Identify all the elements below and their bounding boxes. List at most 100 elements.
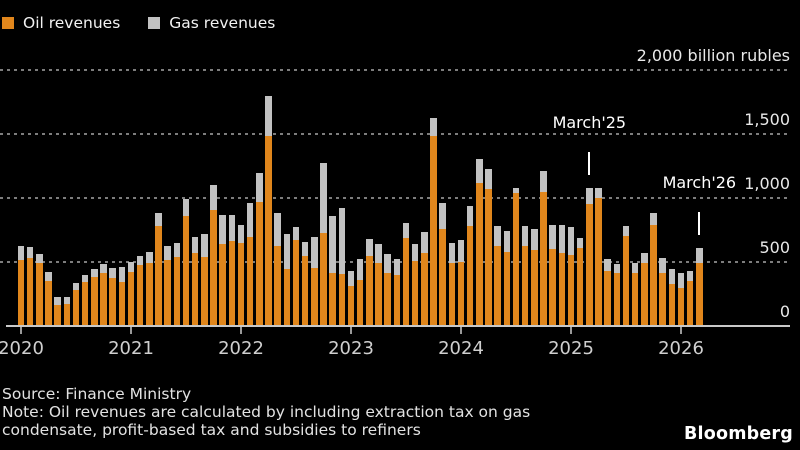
bar-gas-segment [567,226,575,255]
x-axis-label-2024: 2024 [438,338,484,359]
annotation-line-march26 [698,212,701,236]
bar-oil-segment [641,263,648,326]
bar-gas-segment [246,202,254,238]
bar-oil-segment [265,136,272,326]
x-axis-tick-2026 [680,327,682,334]
bar-oil-segment [45,280,52,326]
bar-oil-segment [494,246,501,326]
bar-gas-segment [512,187,520,193]
bar-oil-segment [567,254,575,326]
bar-oil-segment [36,263,43,326]
annotation-line-march25 [588,152,591,176]
bar-gas-segment [63,296,71,304]
bar-gas-segment [292,226,300,240]
bar-gas-segment [393,259,401,276]
bar-gas-segment [201,233,208,257]
bar-oil-segment [91,276,98,326]
bar-gas-segment [100,264,107,273]
bar-oil-segment [604,270,611,326]
bar-oil-segment [650,225,657,326]
legend-label-oil: Oil revenues [23,14,121,32]
bar-oil-segment [448,263,456,326]
bar-oil-segment [81,281,89,326]
y-axis-label-1500: 1,500 [744,110,790,129]
bar-gas-segment [485,169,492,190]
bar-gas-segment [457,239,465,262]
bar-gas-segment [521,226,529,246]
bar-gas-segment [384,254,391,273]
bar-gas-segment [256,172,263,202]
bar-gas-segment [595,188,602,198]
bar-oil-segment [485,189,492,326]
bar-oil-segment [210,210,217,326]
bar-oil-segment [201,257,208,326]
bar-gas-segment [696,248,703,264]
bar-gas-segment [182,199,190,217]
legend: Oil revenues Gas revenues [2,12,275,34]
bar-oil-segment [531,249,538,326]
bar-gas-segment [430,118,437,137]
bar-gas-segment [320,162,327,233]
bar-oil-segment [622,236,630,326]
bar-oil-segment [164,259,171,326]
bar-oil-segment [356,280,364,326]
bar-gas-segment [36,254,43,263]
bar-oil-segment [631,273,639,326]
bar-gas-segment [155,212,162,227]
bar-oil-segment [173,257,181,326]
bar-gas-segment [81,274,89,282]
bar-gas-segment [421,232,428,254]
note-line-1: Note: Oil revenues are calculated by inc… [2,403,531,421]
bar-oil-segment [109,278,116,326]
bar-gas-segment [439,202,446,229]
bloomberg-logo: Bloomberg [684,424,793,444]
bar-gas-segment [283,233,291,270]
bar-oil-segment [677,287,685,326]
bar-oil-segment [393,275,401,326]
bar-oil-segment [301,255,309,326]
x-axis-tick-2024 [460,327,462,334]
x-axis-line [6,324,790,327]
bar-gas-segment [466,206,474,227]
bar-gas-segment [26,247,34,259]
bar-oil-segment [155,226,162,326]
bar-oil-segment [292,239,300,326]
gridline-1500 [0,133,790,135]
bar-gas-segment [173,243,181,257]
bar-oil-segment [72,290,80,326]
bar-oil-segment [466,226,474,326]
bar-gas-segment [109,268,116,278]
bar-oil-segment [421,253,428,326]
bar-gas-segment [356,259,364,281]
bar-gas-segment [476,158,483,183]
bar-oil-segment [54,305,61,326]
bar-oil-segment [228,241,236,326]
bar-oil-segment [118,281,126,326]
bar-oil-segment [311,268,318,326]
legend-item-gas: Gas revenues [148,12,275,34]
bar-gas-segment [677,273,685,288]
bar-oil-segment [503,252,511,326]
note-line-2: condensate, profit-based tax and subsidi… [2,421,421,439]
bar-oil-segment [613,273,621,326]
bar-gas-segment [118,266,126,282]
bar-gas-segment [210,185,217,211]
x-axis-label-2025: 2025 [548,338,594,359]
bar-oil-segment [127,271,135,326]
bar-gas-segment [604,258,611,271]
legend-item-oil: Oil revenues [2,12,120,34]
bar-gas-segment [45,271,52,281]
bar-oil-segment [384,273,391,326]
bar-gas-segment [237,225,245,244]
bar-gas-segment [576,238,584,249]
gas-swatch-icon [148,17,161,29]
bar-oil-segment [100,273,107,326]
bar-oil-segment [375,263,382,326]
bar-oil-segment [659,273,666,326]
bar-oil-segment [338,274,346,326]
bar-oil-segment [366,255,373,326]
bar-oil-segment [430,136,437,326]
bar-oil-segment [329,272,336,326]
bar-gas-segment [54,297,61,305]
bar-oil-segment [595,198,602,326]
